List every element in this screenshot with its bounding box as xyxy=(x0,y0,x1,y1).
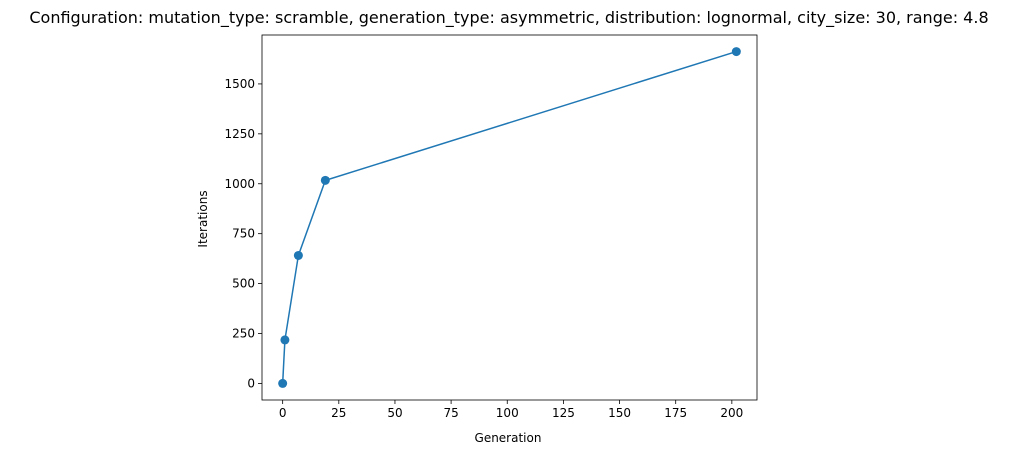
data-point xyxy=(731,47,741,57)
x-tick-label: 75 xyxy=(443,406,458,420)
y-tick-label: 250 xyxy=(232,327,255,341)
x-tick-label: 200 xyxy=(720,406,743,420)
x-tick-label: 100 xyxy=(496,406,519,420)
series-line xyxy=(281,50,737,384)
data-point xyxy=(293,250,303,260)
y-tick-label: 0 xyxy=(247,376,255,390)
y-axis-label: Iterations xyxy=(196,190,210,247)
y-tick-label: 1500 xyxy=(224,77,255,91)
x-tick-label: 150 xyxy=(608,406,631,420)
plot-area: 0 25 50 75 100 125 150 175 200 0 250 500 750 1000 1250… xyxy=(224,34,758,420)
y-tick-label: 500 xyxy=(232,277,255,291)
x-tick-label: 0 xyxy=(279,406,287,420)
data-point xyxy=(278,378,288,388)
axes-frame xyxy=(261,34,758,401)
x-tick-label: 175 xyxy=(664,406,687,420)
y-tick-label: 750 xyxy=(232,227,255,241)
x-tick-label: 25 xyxy=(331,406,346,420)
x-tick-label: 50 xyxy=(387,406,402,420)
data-point xyxy=(320,175,330,185)
chart-title: Configuration: mutation_type: scramble, … xyxy=(29,8,988,28)
y-tick-label: 1000 xyxy=(224,177,255,191)
x-tick-label: 125 xyxy=(552,406,575,420)
data-point xyxy=(280,335,290,345)
x-axis-label: Generation xyxy=(475,431,542,445)
y-tick-label: 1250 xyxy=(224,127,255,141)
